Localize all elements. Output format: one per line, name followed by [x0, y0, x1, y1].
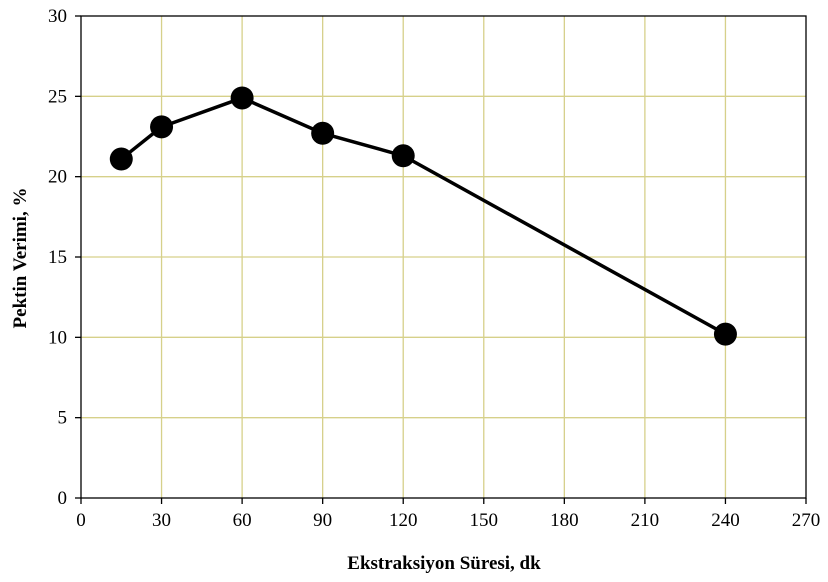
axes: [75, 15, 807, 504]
y-tick-label: 30: [48, 6, 67, 27]
x-tick-label: 150: [470, 510, 499, 531]
data-point: [150, 115, 174, 139]
x-tick-label: 180: [550, 510, 579, 531]
data-point: [230, 86, 254, 110]
y-tick-label: 25: [48, 86, 67, 107]
x-tick-label: 210: [631, 510, 660, 531]
x-tick-label: 0: [76, 510, 86, 531]
grid: [81, 16, 806, 498]
data-point: [311, 121, 335, 145]
y-tick-label: 20: [48, 167, 67, 188]
y-tick-label: 5: [58, 408, 68, 429]
series-line: [120, 96, 727, 336]
x-tick-label: 270: [792, 510, 821, 531]
y-tick-label: 15: [48, 247, 67, 268]
x-tick-label: 120: [389, 510, 418, 531]
y-tick-label: 10: [48, 327, 67, 348]
series: [109, 86, 737, 346]
data-point: [713, 322, 737, 346]
x-tick-label: 240: [711, 510, 740, 531]
x-tick-label: 90: [313, 510, 332, 531]
x-axis-title: Ekstraksiyon Süresi, dk: [347, 553, 541, 574]
y-tick-label: 0: [58, 488, 68, 509]
data-point: [391, 144, 415, 168]
x-tick-label: 30: [152, 510, 171, 531]
data-point: [109, 147, 133, 171]
x-tick-label: 60: [233, 510, 252, 531]
tick-labels: 0 30 60 90 120 150 180 210 240 270 0 5 10 15 20 25 30: [48, 6, 820, 531]
y-axis-title: Pektin Verimi, %: [10, 188, 31, 329]
